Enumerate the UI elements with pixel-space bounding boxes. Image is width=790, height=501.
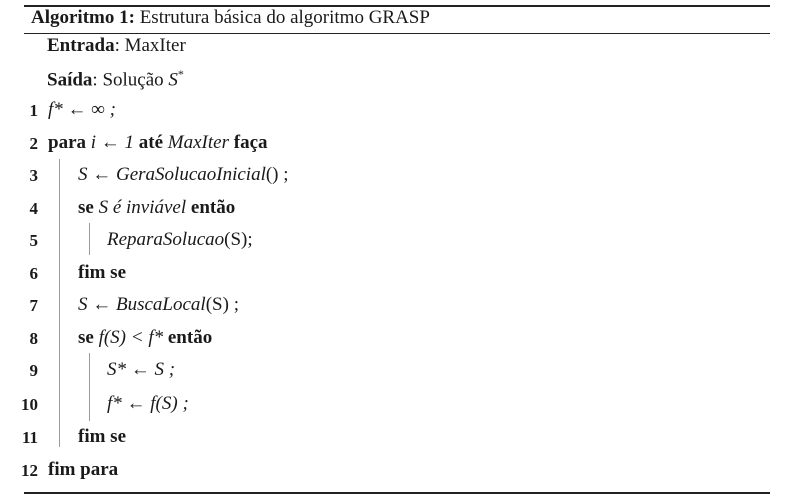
para-block-bar: [59, 159, 60, 447]
line-number: 6: [29, 264, 39, 283]
keyword-ate: até: [138, 132, 164, 153]
code-line-3: S ← GeraSolucaoInicial() ;: [78, 164, 289, 186]
line-number: 1: [29, 101, 39, 120]
output-sep: :: [92, 69, 98, 91]
condition: S é inviável: [98, 197, 187, 218]
code-line-12: fim para: [48, 459, 119, 480]
call-args: (S);: [224, 229, 253, 250]
line-number: 2: [29, 134, 39, 153]
keyword-para: para: [48, 132, 86, 153]
input-label: Entrada: [47, 35, 115, 56]
line-number: 3: [29, 166, 39, 185]
call-args: (S) ;: [205, 294, 239, 315]
line-number: 4: [29, 199, 39, 218]
line-number: 11: [21, 428, 38, 447]
keyword-se: se: [78, 327, 94, 348]
condition: f(S) < f*: [98, 327, 164, 348]
caption-title: Estrutura básica do algoritmo GRASP: [139, 7, 430, 28]
line-number: 10: [21, 395, 38, 414]
se-block-bar-2: [89, 353, 90, 421]
input-sep: :: [114, 35, 120, 56]
code-line-10: f* ← f(S) ;: [107, 393, 189, 414]
function-name: BuscaLocal: [116, 294, 206, 315]
output-value-text: Solução: [102, 69, 164, 91]
loop-init: i ← 1: [90, 132, 135, 153]
code-line-8: se f(S) < f* então: [78, 327, 212, 349]
code-line-7: S ← BuscaLocal(S) ;: [78, 294, 239, 316]
input-value: MaxIter: [124, 35, 186, 56]
loop-bound: MaxIter: [167, 132, 229, 153]
code-line-2: para i ← 1 até MaxIter faça: [48, 132, 268, 154]
assign-lhs: S ←: [78, 294, 112, 315]
output-value-sup: *: [177, 67, 184, 81]
keyword-faca: faça: [233, 132, 268, 153]
input-line: Entrada: MaxIter: [47, 35, 186, 57]
output-label: Saída: [47, 69, 93, 91]
caption-label: Algoritmo 1:: [31, 7, 135, 28]
function-name: GeraSolucaoInicial: [116, 164, 266, 185]
output-value-symbol: S: [168, 69, 178, 91]
code-line-5: ReparaSolucao(S);: [107, 229, 253, 251]
line-number: 9: [29, 361, 39, 380]
caption-rule: [24, 33, 770, 35]
code-line-6: fim se: [78, 262, 127, 283]
code-line-1: f* ← ∞ ;: [48, 99, 116, 120]
function-name: ReparaSolucao: [107, 229, 225, 250]
bottom-rule: [24, 492, 770, 494]
code-line-9: S* ← S ;: [107, 359, 176, 380]
line-number: 5: [29, 231, 39, 250]
code-line-11: fim se: [78, 426, 127, 447]
assign-lhs: S ←: [78, 164, 112, 185]
keyword-se: se: [78, 197, 94, 218]
line-number: 8: [29, 329, 39, 348]
algorithm-caption: Algoritmo 1: Estrutura básica do algorit…: [31, 7, 430, 29]
line-number: 12: [21, 461, 38, 480]
call-args: () ;: [265, 164, 289, 185]
output-line: Saída: Solução S*: [47, 67, 184, 91]
code-line-4: se S é inviável então: [78, 197, 235, 219]
top-rule: [24, 5, 770, 7]
se-block-bar-1: [89, 223, 90, 255]
line-number: 7: [29, 296, 39, 315]
keyword-entao: então: [190, 197, 236, 218]
keyword-entao: então: [167, 327, 213, 348]
